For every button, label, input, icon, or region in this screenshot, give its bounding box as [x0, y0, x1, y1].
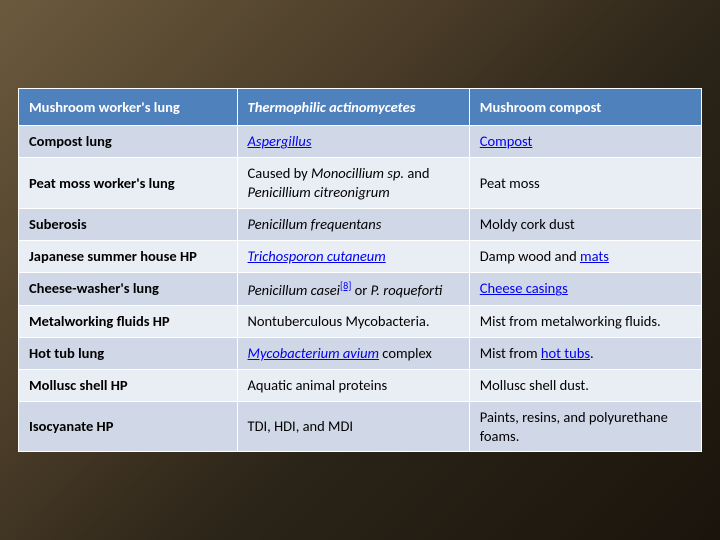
source-cell: Mollusc shell dust. — [469, 369, 701, 401]
disease-cell: Suberosis — [19, 208, 238, 240]
cell-text: Nontuberculous Mycobacteria. — [248, 312, 430, 330]
table-row: Hot tub lungMycobacterium avium complexM… — [19, 338, 702, 370]
cell-text: Aquatic animal proteins — [248, 376, 388, 394]
agent-cell: TDI, HDI, and MDI — [237, 401, 469, 452]
cell-text: Penicillium citreonigrum — [248, 183, 390, 201]
cell-text: Cheese-washer's lung — [29, 279, 159, 297]
source-cell: Mist from hot tubs. — [469, 338, 701, 370]
cell-text: Paints, resins, and polyurethane foams. — [480, 408, 668, 445]
source-cell: Cheese casings — [469, 272, 701, 306]
table-row: Cheese-washer's lung Penicillum casei[8] … — [19, 272, 702, 306]
agent-cell: Penicillum frequentans — [237, 208, 469, 240]
cell-text: Mollusc shell HP — [29, 376, 128, 394]
table-row: Mollusc shell HP Aquatic animal proteins M… — [19, 369, 702, 401]
table-row: Peat moss worker's lung Caused by Monocil… — [19, 158, 702, 209]
slide: Mushroom worker's lung Thermophilic acti… — [0, 0, 720, 540]
cell-text: Mollusc shell dust. — [480, 376, 589, 394]
agent-cell: Mycobacterium avium complex — [237, 338, 469, 370]
cell-text: TDI, HDI, and MDI — [248, 417, 353, 435]
cell-text: Compost lung — [29, 132, 112, 150]
header-cell-1: Thermophilic actinomycetes — [237, 88, 469, 126]
disease-cell: Cheese-washer's lung — [19, 272, 238, 306]
source-cell: Peat moss — [469, 158, 701, 209]
cell-text: Penicillum frequentans — [248, 215, 382, 233]
cell-text: . — [590, 344, 594, 362]
cell-text: Hot tub lung — [29, 344, 104, 362]
cell-text: complex — [379, 344, 432, 362]
table-row: Metalworking fluids HP Nontuberculous Myc… — [19, 306, 702, 338]
table-row: Japanese summer house HP Trichosporon cut… — [19, 240, 702, 272]
disease-cell: Mollusc shell HP — [19, 369, 238, 401]
link-text[interactable]: Mycobacterium avium — [248, 344, 379, 362]
table-row: Compost lung Aspergillus Compost — [19, 126, 702, 158]
cell-text: Suberosis — [29, 215, 87, 233]
agent-cell: Aspergillus — [237, 126, 469, 158]
disease-cell: Japanese summer house HP — [19, 240, 238, 272]
disease-cell: Isocyanate HP — [19, 401, 238, 452]
link-text[interactable]: Trichosporon cutaneum — [248, 247, 386, 265]
header-label: Mushroom worker's lung — [29, 98, 180, 116]
agent-cell: Trichosporon cutaneum — [237, 240, 469, 272]
disease-cell: Hot tub lung — [19, 338, 238, 370]
cell-text: Mist from — [480, 344, 541, 362]
source-cell: Mist from metalworking fluids. — [469, 306, 701, 338]
cell-text: Metalworking fluids HP — [29, 312, 170, 330]
link-text[interactable]: mats — [580, 247, 609, 265]
table-header: Mushroom worker's lung Thermophilic acti… — [19, 88, 702, 126]
agent-cell: Caused by Monocillium sp. and Penicilliu… — [237, 158, 469, 209]
source-cell: Paints, resins, and polyurethane foams. — [469, 401, 701, 452]
link-text[interactable]: Cheese casings — [480, 279, 568, 297]
cell-text: or — [351, 280, 370, 298]
table-body: Compost lung Aspergillus Compost Peat moss … — [19, 126, 702, 452]
header-label: Mushroom compost — [480, 98, 601, 116]
link-text[interactable]: [8] — [340, 279, 351, 292]
hp-table: Mushroom worker's lung Thermophilic acti… — [18, 88, 702, 453]
agent-cell: Aquatic animal proteins — [237, 369, 469, 401]
cell-text: Peat moss worker's lung — [29, 174, 175, 192]
link-text[interactable]: Compost — [480, 132, 533, 150]
header-cell-0: Mushroom worker's lung — [19, 88, 238, 126]
disease-cell: Compost lung — [19, 126, 238, 158]
link-text[interactable]: Aspergillus — [248, 132, 312, 150]
cell-text: Peat moss — [480, 174, 540, 192]
table-row: Isocyanate HP TDI, HDI, and MDI Paints, re… — [19, 401, 702, 452]
disease-cell: Metalworking fluids HP — [19, 306, 238, 338]
cell-text: Japanese summer house HP — [29, 247, 197, 265]
cell-text: Mist from metalworking fluids. — [480, 312, 661, 330]
cell-text: Isocyanate HP — [29, 417, 113, 435]
source-cell: Moldy cork dust — [469, 208, 701, 240]
cell-text: Penicillum casei — [248, 280, 340, 298]
cell-text: Caused by — [248, 164, 311, 182]
link-text[interactable]: hot tubs — [541, 344, 590, 362]
cell-text: Monocillium sp. — [311, 164, 404, 182]
table-row: Suberosis Penicillum frequentans Moldy cor… — [19, 208, 702, 240]
source-cell: Damp wood and mats — [469, 240, 701, 272]
header-cell-2: Mushroom compost — [469, 88, 701, 126]
cell-text: Moldy cork dust — [480, 215, 575, 233]
agent-cell: Nontuberculous Mycobacteria. — [237, 306, 469, 338]
disease-cell: Peat moss worker's lung — [19, 158, 238, 209]
source-cell: Compost — [469, 126, 701, 158]
cell-text: Damp wood and — [480, 247, 580, 265]
cell-text: and — [404, 164, 429, 182]
cell-text: P. roqueforti — [371, 280, 443, 298]
header-label: Thermophilic actinomycetes — [248, 98, 416, 116]
agent-cell: Penicillum casei[8] or P. roqueforti — [237, 272, 469, 306]
